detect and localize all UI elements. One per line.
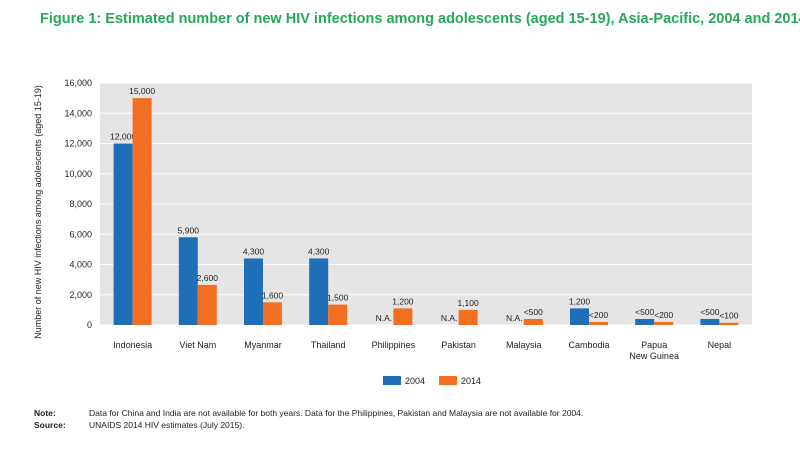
source-label: Source:	[34, 420, 66, 430]
data-label-2004: 4,300	[308, 246, 330, 256]
data-label-2014: <200	[654, 310, 673, 320]
y-tick-label: 4,000	[69, 260, 92, 270]
data-label-2004: <500	[700, 307, 719, 317]
bar-2014	[719, 322, 739, 325]
data-label-2014: 1,200	[392, 296, 414, 306]
bar-2004	[244, 258, 263, 325]
chart-title: Estimated number of new HIV infections a…	[105, 10, 800, 27]
bar-2014	[263, 302, 282, 325]
y-tick-label: 12,000	[64, 139, 92, 149]
bar-2004	[700, 318, 720, 325]
y-tick-label: 0	[87, 320, 92, 330]
x-tick-label: Philippines	[372, 340, 416, 350]
y-tick-label: 6,000	[69, 229, 92, 239]
data-label-2014: 2,600	[197, 273, 219, 283]
bar-2014	[523, 318, 543, 325]
x-tick-label: Malaysia	[506, 340, 542, 350]
x-tick-label: Indonesia	[113, 340, 152, 350]
figure-title: Figure 1: Estimated number of new HIV in…	[40, 10, 800, 27]
x-tick-label: Viet Nam	[179, 340, 216, 350]
data-label-2004: 1,200	[569, 296, 591, 306]
x-tick-label: Nepal	[708, 340, 732, 350]
data-label-2014: 1,100	[457, 298, 479, 308]
bar-2014	[328, 304, 348, 325]
note-text: Data for China and India are not availab…	[89, 408, 584, 418]
note-label: Note:	[34, 408, 56, 418]
bar-2014	[197, 284, 217, 325]
y-axis-label: Number of new HIV infections among adole…	[33, 85, 43, 339]
data-label-2004: 12,000	[110, 132, 136, 142]
data-label-2014: <500	[524, 307, 543, 317]
bar-2014	[393, 308, 413, 325]
data-label-2014: <100	[719, 311, 738, 321]
legend-label: 2014	[461, 376, 481, 386]
y-tick-label: 14,000	[64, 108, 92, 118]
legend-swatch-2004	[383, 376, 401, 385]
note-row: Note: Data for China and India are not av…	[34, 407, 583, 419]
bar-2014	[132, 98, 152, 325]
data-label-2014: 1,500	[327, 293, 349, 303]
data-label-2004: N.A.	[506, 313, 523, 323]
bar-2004	[570, 308, 589, 325]
bar-2014	[654, 321, 674, 325]
data-label-2004: N.A.	[441, 313, 458, 323]
data-label-2014: 15,000	[129, 86, 155, 96]
data-label-2004: <500	[635, 307, 654, 317]
y-tick-label: 16,000	[64, 78, 92, 88]
x-tick-label: Myanmar	[244, 340, 282, 350]
x-tick-label: Papua	[641, 340, 667, 350]
data-label-2004: 4,300	[243, 246, 265, 256]
footnotes: Note: Data for China and India are not av…	[34, 407, 583, 431]
x-tick-label: Thailand	[311, 340, 346, 350]
bar-2014	[458, 309, 478, 325]
bar-chart: 0 2,000 4,000 6,000 8,000 10,000 12,000 14,000 1…	[33, 78, 752, 386]
y-tick-label: 8,000	[69, 199, 92, 209]
legend-swatch-2014	[439, 376, 457, 385]
bar-2004	[309, 258, 329, 325]
bar-2004	[635, 318, 655, 325]
y-tick-label: 2,000	[69, 290, 92, 300]
figure-label: Figure 1:	[40, 10, 102, 27]
bar-2014	[589, 321, 608, 325]
data-label-2014: 1,600	[262, 290, 284, 300]
x-tick-label: Cambodia	[568, 340, 609, 350]
data-label-2014: <200	[589, 310, 608, 320]
legend-label: 2004	[405, 376, 425, 386]
bar-2004	[178, 237, 198, 325]
x-tick-label: Pakistan	[441, 340, 476, 350]
source-text: UNAIDS 2014 HIV estimates (July 2015).	[89, 420, 245, 430]
data-label-2004: N.A.	[376, 313, 393, 323]
bar-2004	[113, 143, 133, 325]
data-label-2004: 5,900	[178, 225, 200, 235]
source-row: Source: UNAIDS 2014 HIV estimates (July 2…	[34, 419, 583, 431]
y-tick-label: 10,000	[64, 169, 92, 179]
x-tick-label: New Guinea	[629, 351, 679, 361]
